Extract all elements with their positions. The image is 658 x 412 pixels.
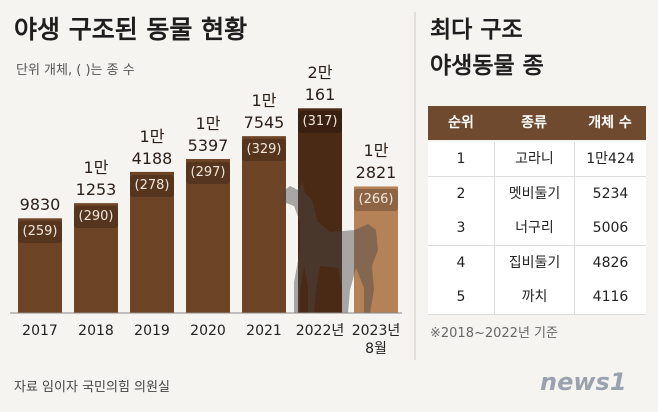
x-tick-label: 2021 (246, 323, 282, 339)
value-label: 1만 (83, 158, 109, 178)
table-row: 5 까치 4116 (428, 280, 646, 315)
table-cell: 4826 (574, 245, 646, 280)
logo: news1 (540, 368, 627, 396)
table-row: 4 집비둘기 4826 (428, 245, 646, 281)
side-title-line: 최다 구조 (430, 17, 523, 43)
bar (298, 108, 342, 314)
species-label: (259) (18, 221, 62, 244)
table-cell: 5234 (574, 176, 646, 211)
species-label: (266) (354, 189, 398, 212)
table-header: 순위 종류 개체 수 (428, 106, 646, 140)
table-cell: 집비둘기 (494, 245, 574, 280)
table-cell: 1만424 (574, 142, 646, 176)
header-cell: 순위 (448, 115, 474, 131)
note: ※2018~2022년 기준 (430, 326, 558, 341)
table-row: 3 너구리 5006 (428, 211, 646, 246)
value-label: 4188 (131, 148, 173, 168)
species-label: (297) (186, 162, 230, 185)
bar (18, 218, 62, 313)
bar (242, 136, 286, 313)
value-label: 1만 (195, 114, 221, 134)
chart-title: 야생 구조된 동물 현황 (14, 15, 248, 44)
species-label: (290) (74, 206, 118, 229)
side-title-line: 야생동물 종 (430, 53, 544, 79)
value-label: 1253 (75, 180, 117, 200)
table-cell: 1 (456, 151, 466, 167)
table-cell: 고라니 (494, 142, 574, 176)
table-row: 2 멧비둘기 5234 (428, 176, 646, 212)
value-label: 1만 (363, 141, 389, 161)
table-cell: 4 (456, 254, 466, 271)
table-cell: 2 (456, 185, 466, 202)
bar (74, 203, 118, 313)
bar (354, 186, 398, 313)
x-tick-label: 2017 (22, 323, 58, 339)
table-cell: 까치 (494, 280, 574, 314)
table-cell: 3 (456, 220, 466, 236)
x-tick-label: 2018 (78, 323, 114, 339)
table-cell: 4116 (574, 280, 646, 314)
value-label: 2만 (307, 63, 333, 83)
deer-silhouette (282, 182, 378, 313)
species-label: (317) (298, 111, 342, 134)
table-cell: 너구리 (494, 211, 574, 245)
table-row: 1 고라니 1만424 (428, 142, 646, 177)
value-label: 1만 (139, 126, 165, 146)
table-cell: 5 (456, 289, 466, 305)
value-label: 161 (304, 85, 336, 105)
species-label: (278) (130, 174, 174, 197)
table: 순위 종류 개체 수 1 고라니 1만424 2 멧비둘기 5234 3 너구리 5006 4 집비둘기 4… (428, 106, 646, 315)
value-label: 7545 (243, 113, 285, 133)
source: 자료 임이자 국민의힘 의원실 (14, 380, 170, 395)
x-tick-label: 2020 (190, 323, 226, 339)
table-cell: 멧비둘기 (494, 176, 574, 211)
header-cell: 개체 수 (588, 115, 632, 131)
bar (186, 159, 230, 313)
value-label: 5397 (187, 136, 229, 156)
x-tick-label: 2022년 (295, 323, 345, 339)
side-title: 최다 구조 야생동물 종 (430, 12, 544, 84)
value-label: 1만 (251, 91, 277, 111)
x-tick-label: 2019 (134, 323, 170, 339)
value-label: 2821 (355, 163, 397, 183)
bar (130, 171, 174, 313)
table-cell: 5006 (574, 211, 646, 245)
value-label: 9830 (19, 195, 61, 215)
species-label: (329) (242, 139, 286, 162)
x-tick-label: 2023년 8월 (351, 323, 401, 357)
chart-subtitle: 단위 개체, ( )는 종 수 (16, 63, 135, 78)
header-cell: 종류 (521, 115, 547, 131)
